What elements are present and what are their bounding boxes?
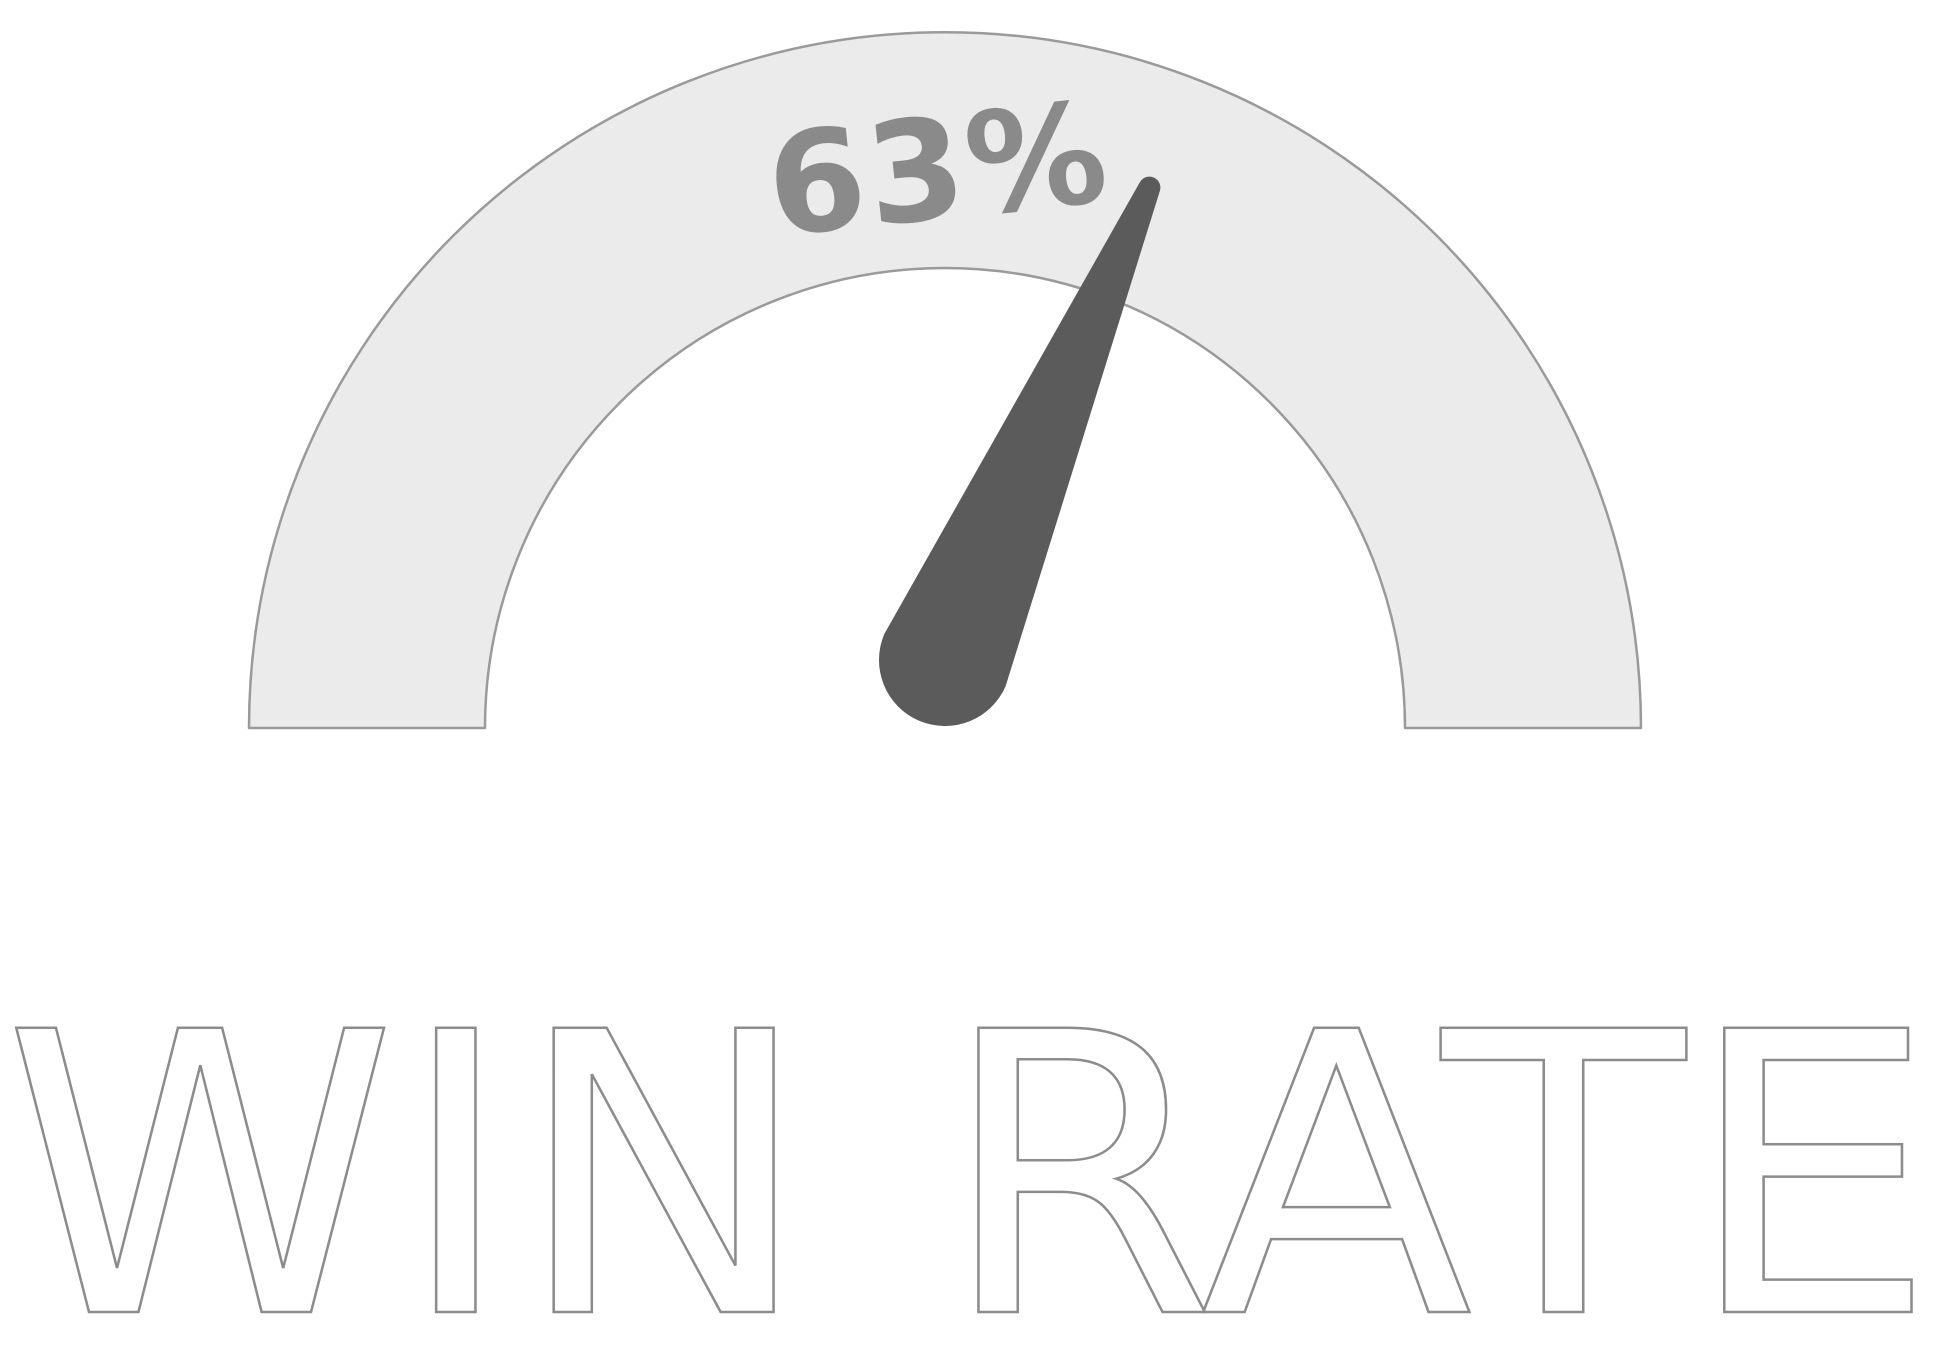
gauge-needle [878,176,1161,727]
caption-win-rate: WIN RATE [3,950,1937,1367]
gauge-track [247,30,1643,730]
gauge-value-label: 63% [760,72,1116,270]
